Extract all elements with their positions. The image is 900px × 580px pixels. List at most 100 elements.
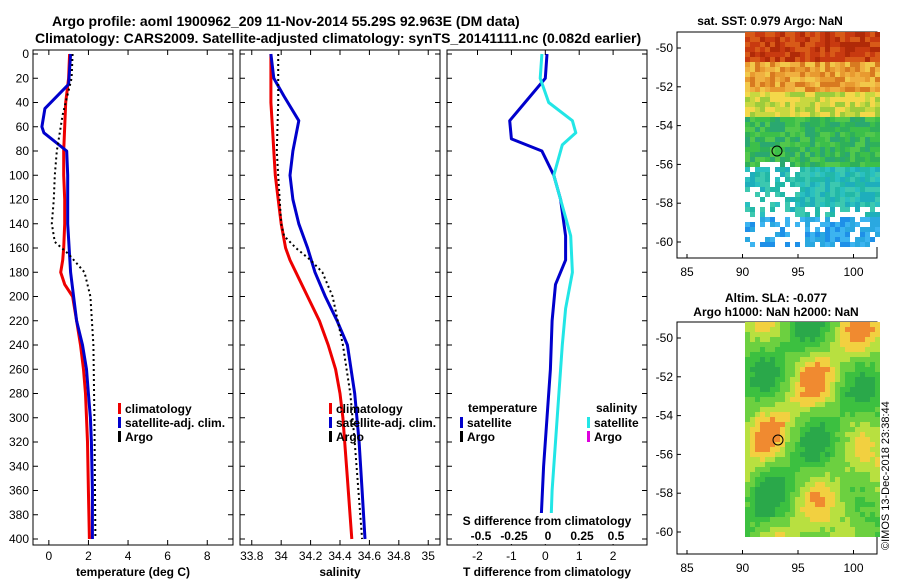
depth-tick-label: 280 xyxy=(9,387,29,401)
sst-pixel xyxy=(750,122,755,127)
sst-pixel xyxy=(755,227,760,232)
longitude-tick-label: 100 xyxy=(843,561,863,575)
sst-pixel xyxy=(775,207,780,212)
sla-pixel xyxy=(845,357,850,362)
sst-pixel xyxy=(860,117,865,122)
sla-pixel xyxy=(760,327,765,332)
sla-pixel xyxy=(780,517,785,522)
sst-pixel xyxy=(780,57,785,62)
sla-pixel xyxy=(855,487,860,492)
sst-pixel xyxy=(840,227,845,232)
legend-swatch-s-satellite xyxy=(587,417,590,428)
latitude-tick-label: -54 xyxy=(656,409,674,423)
sla-pixel xyxy=(780,387,785,392)
sla-pixel xyxy=(795,352,800,357)
sst-pixel xyxy=(785,37,790,42)
sla-pixel xyxy=(755,467,760,472)
sst-pixel xyxy=(800,107,805,112)
sla-pixel xyxy=(775,507,780,512)
sst-pixel xyxy=(845,192,850,197)
sst-pixel xyxy=(830,217,835,222)
sst-pixel xyxy=(865,167,870,172)
sst-pixel xyxy=(755,182,760,187)
sst-pixel xyxy=(765,37,770,42)
sst-pixel xyxy=(795,57,800,62)
sla-pixel xyxy=(840,532,845,537)
sla-pixel xyxy=(815,362,820,367)
sla-pixel xyxy=(770,447,775,452)
sla-pixel xyxy=(810,472,815,477)
sst-pixel xyxy=(820,242,825,247)
sla-pixel xyxy=(855,512,860,517)
sst-pixel xyxy=(780,157,785,162)
sst-pixel xyxy=(780,152,785,157)
sst-pixel xyxy=(875,232,880,237)
sst-pixel xyxy=(860,207,865,212)
sst-pixel xyxy=(770,137,775,142)
sst-pixel xyxy=(835,67,840,72)
sla-pixel xyxy=(825,417,830,422)
sla-pixel xyxy=(775,367,780,372)
sla-pixel xyxy=(840,527,845,532)
sst-pixel xyxy=(760,152,765,157)
sst-pixel xyxy=(745,107,750,112)
sst-pixel xyxy=(820,127,825,132)
sla-pixel xyxy=(770,377,775,382)
sst-pixel xyxy=(855,237,860,242)
sst-pixel xyxy=(875,137,880,142)
sst-pixel xyxy=(790,217,795,222)
sla-pixel xyxy=(805,437,810,442)
sla-pixel xyxy=(795,347,800,352)
sst-pixel xyxy=(775,157,780,162)
sla-pixel xyxy=(860,437,865,442)
sst-pixel xyxy=(815,197,820,202)
sla-pixel xyxy=(795,332,800,337)
sst-pixel xyxy=(755,137,760,142)
sst-pixel xyxy=(775,237,780,242)
sla-pixel xyxy=(815,397,820,402)
sst-pixel xyxy=(770,57,775,62)
sla-pixel xyxy=(760,432,765,437)
sla-pixel xyxy=(875,437,880,442)
sla-pixel xyxy=(745,462,750,467)
sla-pixel xyxy=(775,477,780,482)
sst-pixel xyxy=(745,57,750,62)
sla-pixel xyxy=(775,482,780,487)
sst-pixel xyxy=(770,122,775,127)
sst-pixel xyxy=(875,192,880,197)
sla-pixel xyxy=(855,517,860,522)
sla-pixel xyxy=(750,502,755,507)
sst-pixel xyxy=(745,167,750,172)
sst-pixel xyxy=(755,87,760,92)
sla-pixel xyxy=(785,437,790,442)
sst-pixel xyxy=(760,137,765,142)
sst-pixel xyxy=(785,172,790,177)
sst-pixel xyxy=(815,192,820,197)
sla-pixel xyxy=(870,452,875,457)
sst-pixel xyxy=(855,42,860,47)
sla-pixel xyxy=(855,527,860,532)
sla-pixel xyxy=(795,402,800,407)
sla-pixel xyxy=(810,412,815,417)
sla-pixel xyxy=(800,397,805,402)
sla-pixel xyxy=(800,507,805,512)
sla-pixel xyxy=(755,397,760,402)
sla-pixel xyxy=(850,357,855,362)
sla-pixel xyxy=(805,517,810,522)
sst-pixel xyxy=(800,232,805,237)
sst-pixel xyxy=(770,182,775,187)
sst-pixel xyxy=(755,67,760,72)
sla-pixel xyxy=(860,337,865,342)
sla-pixel xyxy=(750,472,755,477)
sst-pixel xyxy=(845,217,850,222)
sla-pixel xyxy=(795,532,800,537)
sla-pixel xyxy=(830,502,835,507)
x-tick-label: 2 xyxy=(610,549,617,563)
sla-pixel xyxy=(875,467,880,472)
sla-pixel xyxy=(840,452,845,457)
x-tick-label: 34.4 xyxy=(328,549,352,563)
sst-pixel xyxy=(840,202,845,207)
sla-pixel xyxy=(815,327,820,332)
sst-pixel xyxy=(875,57,880,62)
legend-climatology: climatology xyxy=(125,402,192,416)
